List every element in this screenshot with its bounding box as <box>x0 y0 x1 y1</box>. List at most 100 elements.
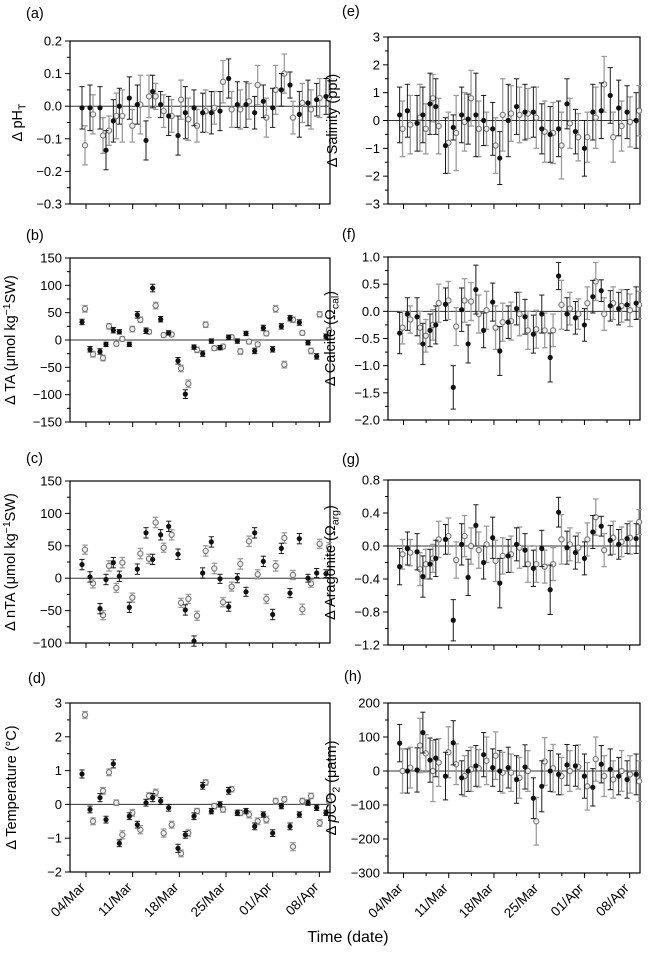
y-tick-label: −0.2 <box>36 164 62 179</box>
filled-circle-marker <box>103 576 109 583</box>
filled-circle-marker <box>305 575 311 581</box>
open-circle-marker <box>152 789 159 796</box>
filled-circle-marker <box>252 348 258 354</box>
filled-circle-marker <box>513 776 520 783</box>
panel-f-label: (f) <box>342 227 356 243</box>
filled-circle-marker <box>217 345 223 351</box>
y-minor-ticks <box>67 56 70 189</box>
open-circle-marker <box>516 310 523 318</box>
filled-circle-marker <box>226 604 232 610</box>
filled-circle-marker <box>270 830 276 836</box>
y-ticks <box>65 702 70 873</box>
filled-circle-marker <box>323 571 329 577</box>
y-tick-label: 0.0 <box>44 99 62 114</box>
panel-c-label: (c) <box>26 451 43 467</box>
filled-circle-marker <box>166 805 172 811</box>
open-circle-marker <box>105 562 113 570</box>
filled-circle-marker <box>555 771 562 777</box>
filled-circle-marker <box>490 299 496 305</box>
open-circle-marker <box>219 806 227 813</box>
open-circle-marker <box>467 542 475 550</box>
open-circle-marker <box>492 324 499 331</box>
open-circle-marker <box>316 819 323 827</box>
y-tick-label: −150 <box>33 415 62 430</box>
filled-circle-marker <box>607 303 613 309</box>
filled-circle-marker <box>473 522 479 528</box>
y-tick-label: 2 <box>55 729 62 744</box>
filled-circle-marker <box>110 327 116 333</box>
series-filled <box>79 58 329 171</box>
open-circle-marker <box>281 534 288 542</box>
open-circle-marker <box>549 561 557 568</box>
panel-f-chart: 1.0 0.5 0.0 −0.5 −1.0 −1.5 −2.0 (f) Δ Calcite (Ω… <box>323 227 643 428</box>
filled-circle-marker <box>598 761 604 767</box>
filled-circle-marker <box>572 763 578 769</box>
filled-circle-marker <box>260 558 266 564</box>
open-circle-marker <box>202 547 209 555</box>
open-circle-marker <box>483 125 490 133</box>
filled-circle-marker <box>633 535 639 542</box>
filled-circle-marker <box>547 587 553 593</box>
filled-circle-marker <box>590 109 596 115</box>
y-tick-label: 0 <box>55 797 62 812</box>
x-tick-labels: 04/Mar 11/Mar 18/Mar 25/Mar 01/Apr 08/Apr <box>365 880 632 921</box>
y-tick-label: −2 <box>47 865 62 880</box>
open-circle-marker <box>461 297 468 304</box>
filled-circle-marker <box>513 541 520 547</box>
filled-circle-marker <box>208 539 214 545</box>
y-tick-label: 1 <box>55 763 62 778</box>
x-ticks <box>403 873 631 878</box>
x-tick-label: 11/Mar <box>95 879 135 919</box>
open-circle-marker <box>635 107 643 114</box>
filled-circle-marker <box>624 302 630 308</box>
filled-circle-marker <box>404 545 410 552</box>
filled-circle-marker <box>607 766 613 772</box>
filled-circle-marker <box>490 126 496 132</box>
y-tick-label: 150 <box>40 474 62 489</box>
open-circle-marker <box>533 114 540 121</box>
y-tick-label: −100 <box>33 636 62 651</box>
filled-circle-marker <box>208 808 214 814</box>
filled-circle-marker <box>134 822 140 828</box>
panel-h-label: (h) <box>344 669 362 685</box>
open-circle-marker <box>549 327 557 334</box>
open-circle-marker <box>211 802 218 810</box>
filled-circle-marker <box>305 800 311 806</box>
filled-circle-marker <box>126 95 132 101</box>
filled-circle-marker <box>182 110 188 116</box>
filled-circle-marker <box>150 556 156 563</box>
open-circle-marker <box>584 536 591 543</box>
filled-circle-marker <box>497 768 503 774</box>
open-circle-marker <box>152 519 159 526</box>
filled-circle-marker <box>404 108 410 114</box>
filled-circle-marker <box>143 328 149 334</box>
y-tick-label: −0.3 <box>36 197 62 212</box>
filled-circle-marker <box>278 87 284 93</box>
open-circle-marker <box>610 776 617 783</box>
filled-circle-marker <box>420 341 426 347</box>
filled-circle-marker <box>116 329 122 335</box>
open-circle-marker <box>289 571 297 579</box>
filled-circle-marker <box>555 273 562 279</box>
filled-circle-marker <box>450 384 456 390</box>
series-open <box>399 261 643 353</box>
panel-b-label: (b) <box>26 228 44 244</box>
open-circle-marker <box>507 769 515 776</box>
open-circle-marker <box>281 796 288 803</box>
open-circle-marker <box>600 310 608 318</box>
filled-circle-marker <box>126 813 132 819</box>
open-circle-marker <box>129 325 136 333</box>
y-minor-ticks <box>385 270 388 407</box>
y-ticks <box>383 479 388 646</box>
filled-circle-marker <box>522 547 528 553</box>
open-circle-marker <box>81 305 89 312</box>
open-circle-marker <box>219 599 227 606</box>
filled-circle-marker <box>208 110 214 116</box>
open-circle-marker <box>429 767 437 775</box>
open-circle-marker <box>435 122 442 130</box>
open-circle-marker <box>89 111 97 118</box>
filled-circle-marker <box>616 306 622 312</box>
panel-c-chart: 150 100 50 0 −50 −100 (c) Δ nTA (μmol kg−1SW) <box>1 451 333 651</box>
x-ticks <box>85 643 320 648</box>
